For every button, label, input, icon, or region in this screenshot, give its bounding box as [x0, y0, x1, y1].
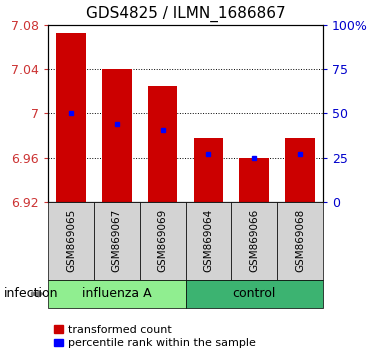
Text: GSM869067: GSM869067 — [112, 209, 122, 272]
Bar — [102, 69, 132, 202]
Text: infection: infection — [4, 287, 58, 300]
Bar — [285, 138, 315, 202]
Text: GSM869069: GSM869069 — [158, 209, 168, 272]
Bar — [239, 158, 269, 202]
Text: GSM869064: GSM869064 — [203, 209, 213, 272]
Text: control: control — [233, 287, 276, 300]
Bar — [148, 86, 177, 202]
Text: GSM869066: GSM869066 — [249, 209, 259, 272]
Text: GSM869065: GSM869065 — [66, 209, 76, 272]
Bar — [194, 138, 223, 202]
Title: GDS4825 / ILMN_1686867: GDS4825 / ILMN_1686867 — [86, 6, 285, 22]
Text: influenza A: influenza A — [82, 287, 152, 300]
Text: GSM869068: GSM869068 — [295, 209, 305, 272]
Bar — [56, 33, 86, 202]
Legend: transformed count, percentile rank within the sample: transformed count, percentile rank withi… — [54, 325, 256, 348]
